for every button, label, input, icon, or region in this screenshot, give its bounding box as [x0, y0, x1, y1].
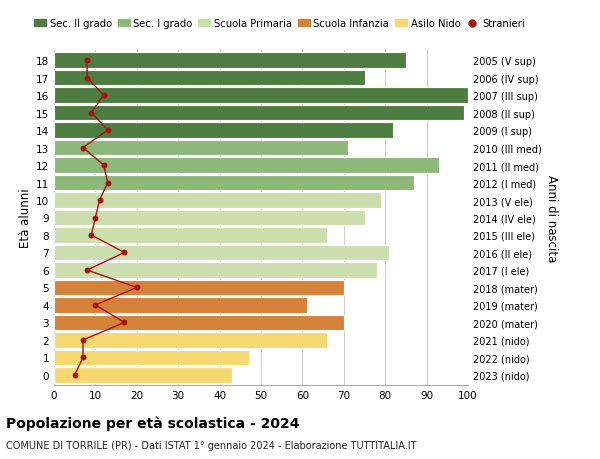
Point	[82, 75, 92, 82]
Point	[103, 127, 113, 134]
Bar	[54, 123, 394, 139]
Point	[95, 197, 104, 204]
Point	[86, 232, 96, 239]
Y-axis label: Anni di nascita: Anni di nascita	[545, 174, 558, 262]
Point	[86, 110, 96, 117]
Bar	[54, 193, 381, 208]
Text: Popolazione per età scolastica - 2024: Popolazione per età scolastica - 2024	[6, 415, 299, 430]
Point	[119, 249, 129, 257]
Bar	[54, 158, 439, 174]
Bar	[54, 350, 248, 365]
Bar	[54, 315, 344, 330]
Point	[99, 162, 109, 169]
Bar	[54, 263, 377, 278]
Legend: Sec. II grado, Sec. I grado, Scuola Primaria, Scuola Infanzia, Asilo Nido, Stran: Sec. II grado, Sec. I grado, Scuola Prim…	[30, 15, 529, 33]
Point	[82, 57, 92, 65]
Point	[99, 92, 109, 100]
Point	[119, 319, 129, 326]
Bar	[54, 245, 389, 261]
Bar	[54, 175, 414, 191]
Point	[91, 214, 100, 222]
Bar	[54, 53, 406, 69]
Point	[78, 354, 88, 361]
Point	[78, 336, 88, 344]
Bar	[54, 140, 348, 156]
Bar	[54, 106, 464, 121]
Bar	[54, 88, 468, 104]
Point	[78, 145, 88, 152]
Bar	[54, 332, 327, 348]
Bar	[54, 367, 232, 383]
Bar	[54, 228, 327, 243]
Bar	[54, 71, 365, 86]
Point	[132, 284, 142, 291]
Bar	[54, 280, 344, 296]
Point	[103, 179, 113, 187]
Point	[91, 302, 100, 309]
Point	[82, 267, 92, 274]
Bar	[54, 297, 307, 313]
Point	[70, 371, 79, 379]
Y-axis label: Età alunni: Età alunni	[19, 188, 32, 248]
Bar	[54, 210, 365, 226]
Text: COMUNE DI TORRILE (PR) - Dati ISTAT 1° gennaio 2024 - Elaborazione TUTTITALIA.IT: COMUNE DI TORRILE (PR) - Dati ISTAT 1° g…	[6, 440, 416, 450]
